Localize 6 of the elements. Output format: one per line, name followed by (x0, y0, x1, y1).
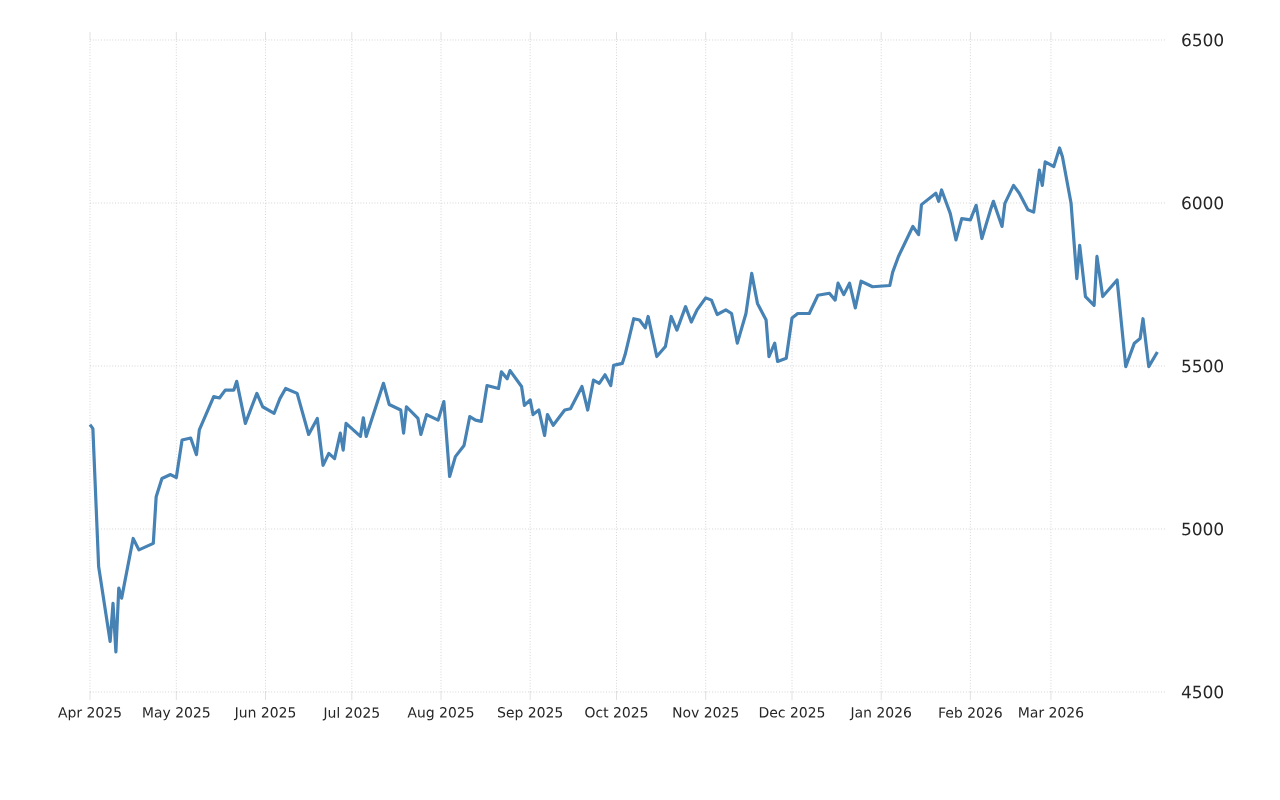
y-tick-label: 5500 (1182, 359, 1224, 373)
y-tick-label: 4500 (1181, 685, 1224, 699)
line-series (88, 146, 1159, 654)
y-tick-label: 6000 (1182, 196, 1224, 210)
y-tick-label: 5000 (1182, 522, 1224, 536)
y-tick-label: 6500 (1182, 33, 1224, 47)
